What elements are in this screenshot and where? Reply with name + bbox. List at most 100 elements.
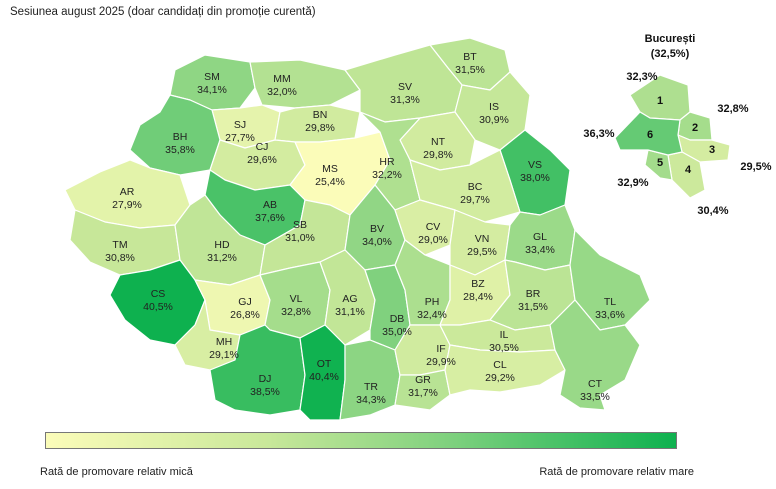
county-code-CV: CV (426, 221, 441, 233)
county-code-PH: PH (425, 296, 440, 308)
map-subtitle: Sesiunea august 2025 (doar candidați din… (10, 6, 316, 18)
county-code-GR: GR (415, 374, 431, 386)
county-code-NT: NT (431, 136, 446, 148)
county-code-TR: TR (364, 381, 378, 393)
county-value-CT: 33,5% (580, 391, 610, 403)
county-code-CL: CL (493, 359, 507, 371)
county-value-IS: 30,9% (479, 114, 509, 126)
bucharest-sector-6 (614, 111, 683, 156)
county-value-BC: 29,7% (460, 194, 490, 206)
county-value-HD: 31,2% (207, 252, 237, 264)
county-code-SM: SM (204, 71, 220, 83)
county-value-BZ: 28,4% (463, 291, 493, 303)
county-code-HR: HR (379, 156, 395, 168)
county-value-CS: 40,5% (143, 301, 173, 313)
bucharest-sector-number-2: 2 (692, 122, 698, 134)
county-code-CT: CT (588, 378, 603, 390)
county-code-GJ: GJ (238, 296, 251, 308)
bucharest-sector-number-3: 3 (709, 144, 715, 156)
legend-color-scale (45, 432, 677, 449)
county-value-AR: 27,9% (112, 199, 142, 211)
county-value-HR: 32,2% (372, 169, 402, 181)
county-code-MM: MM (273, 73, 291, 85)
county-value-TR: 34,3% (356, 394, 386, 406)
county-value-CJ: 29,6% (247, 154, 277, 166)
county-code-TL: TL (604, 296, 616, 308)
county-value-DJ: 38,5% (250, 386, 280, 398)
county-code-VS: VS (528, 159, 542, 171)
bucharest-sector-value-5: 32,9% (617, 177, 648, 189)
county-code-BN: BN (313, 109, 328, 121)
county-code-IL: IL (500, 329, 509, 341)
county-value-BR: 31,5% (518, 301, 548, 313)
bucharest-sector-value-4: 30,4% (697, 205, 728, 217)
county-code-OT: OT (317, 358, 332, 370)
bucharest-sector-number-5: 5 (657, 157, 663, 169)
county-value-OT: 40,4% (309, 371, 339, 383)
county-value-SB: 31,0% (285, 232, 315, 244)
county-value-CL: 29,2% (485, 372, 515, 384)
county-value-AB: 37,6% (255, 212, 285, 224)
county-code-IF: IF (436, 343, 445, 355)
county-code-HD: HD (214, 239, 230, 251)
county-code-SB: SB (293, 219, 307, 231)
county-value-MH: 29,1% (209, 349, 239, 361)
county-value-SM: 34,1% (197, 84, 227, 96)
county-value-NT: 29,8% (423, 149, 453, 161)
county-code-DJ: DJ (259, 373, 272, 385)
county-value-BH: 35,8% (165, 144, 195, 156)
county-value-BN: 29,8% (305, 122, 335, 134)
county-code-CS: CS (151, 288, 166, 300)
county-code-BH: BH (173, 131, 188, 143)
legend-high-label: Rată de promovare relativ mare (539, 466, 694, 478)
county-value-TL: 33,6% (595, 309, 625, 321)
county-value-MS: 25,4% (315, 176, 345, 188)
county-region-TR (339, 339, 401, 421)
county-region-MM (249, 59, 361, 109)
county-region-CT (549, 299, 641, 411)
county-region-CL (444, 344, 566, 396)
bucharest-sector-number-6: 6 (647, 129, 653, 141)
county-value-DB: 35,0% (382, 326, 412, 338)
bucharest-sector-value-3: 29,5% (740, 161, 771, 173)
county-value-AG: 31,1% (335, 306, 365, 318)
county-code-TM: TM (112, 239, 127, 251)
county-code-AB: AB (263, 199, 277, 211)
county-code-SJ: SJ (234, 119, 246, 131)
county-code-BR: BR (526, 288, 541, 300)
county-code-GL: GL (533, 231, 547, 243)
county-value-SV: 31,3% (390, 94, 420, 106)
bucharest-sector-number-1: 1 (657, 95, 663, 107)
county-code-VL: VL (290, 293, 303, 305)
bucharest-sector-value-1: 32,3% (626, 71, 657, 83)
county-code-AR: AR (120, 186, 135, 198)
county-value-BT: 31,5% (455, 64, 485, 76)
county-code-BV: BV (370, 223, 384, 235)
county-value-VS: 38,0% (520, 172, 550, 184)
county-code-VN: VN (475, 233, 490, 245)
county-value-SJ: 27,7% (225, 132, 255, 144)
county-code-SV: SV (398, 81, 412, 93)
bucharest-title: București (645, 33, 696, 45)
county-code-BT: BT (463, 51, 477, 63)
bucharest-sector-value-2: 32,8% (717, 103, 748, 115)
county-code-DB: DB (390, 313, 405, 325)
bucharest-total: (32,5%) (651, 48, 690, 60)
county-code-IS: IS (489, 101, 499, 113)
county-value-GL: 33,4% (525, 244, 555, 256)
county-code-MS: MS (322, 163, 338, 175)
county-value-PH: 32,4% (417, 309, 447, 321)
county-value-CV: 29,0% (418, 234, 448, 246)
county-value-GR: 31,7% (408, 387, 438, 399)
legend-low-label: Rată de promovare relativ mică (40, 466, 193, 478)
county-value-TM: 30,8% (105, 252, 135, 264)
county-code-AG: AG (342, 293, 357, 305)
county-value-VL: 32,8% (281, 306, 311, 318)
county-code-BC: BC (468, 181, 483, 193)
county-value-IF: 29,9% (426, 356, 456, 368)
county-value-VN: 29,5% (467, 246, 497, 258)
bucharest-sector-number-4: 4 (685, 164, 692, 176)
county-code-CJ: CJ (256, 141, 269, 153)
county-value-MM: 32,0% (267, 86, 297, 98)
